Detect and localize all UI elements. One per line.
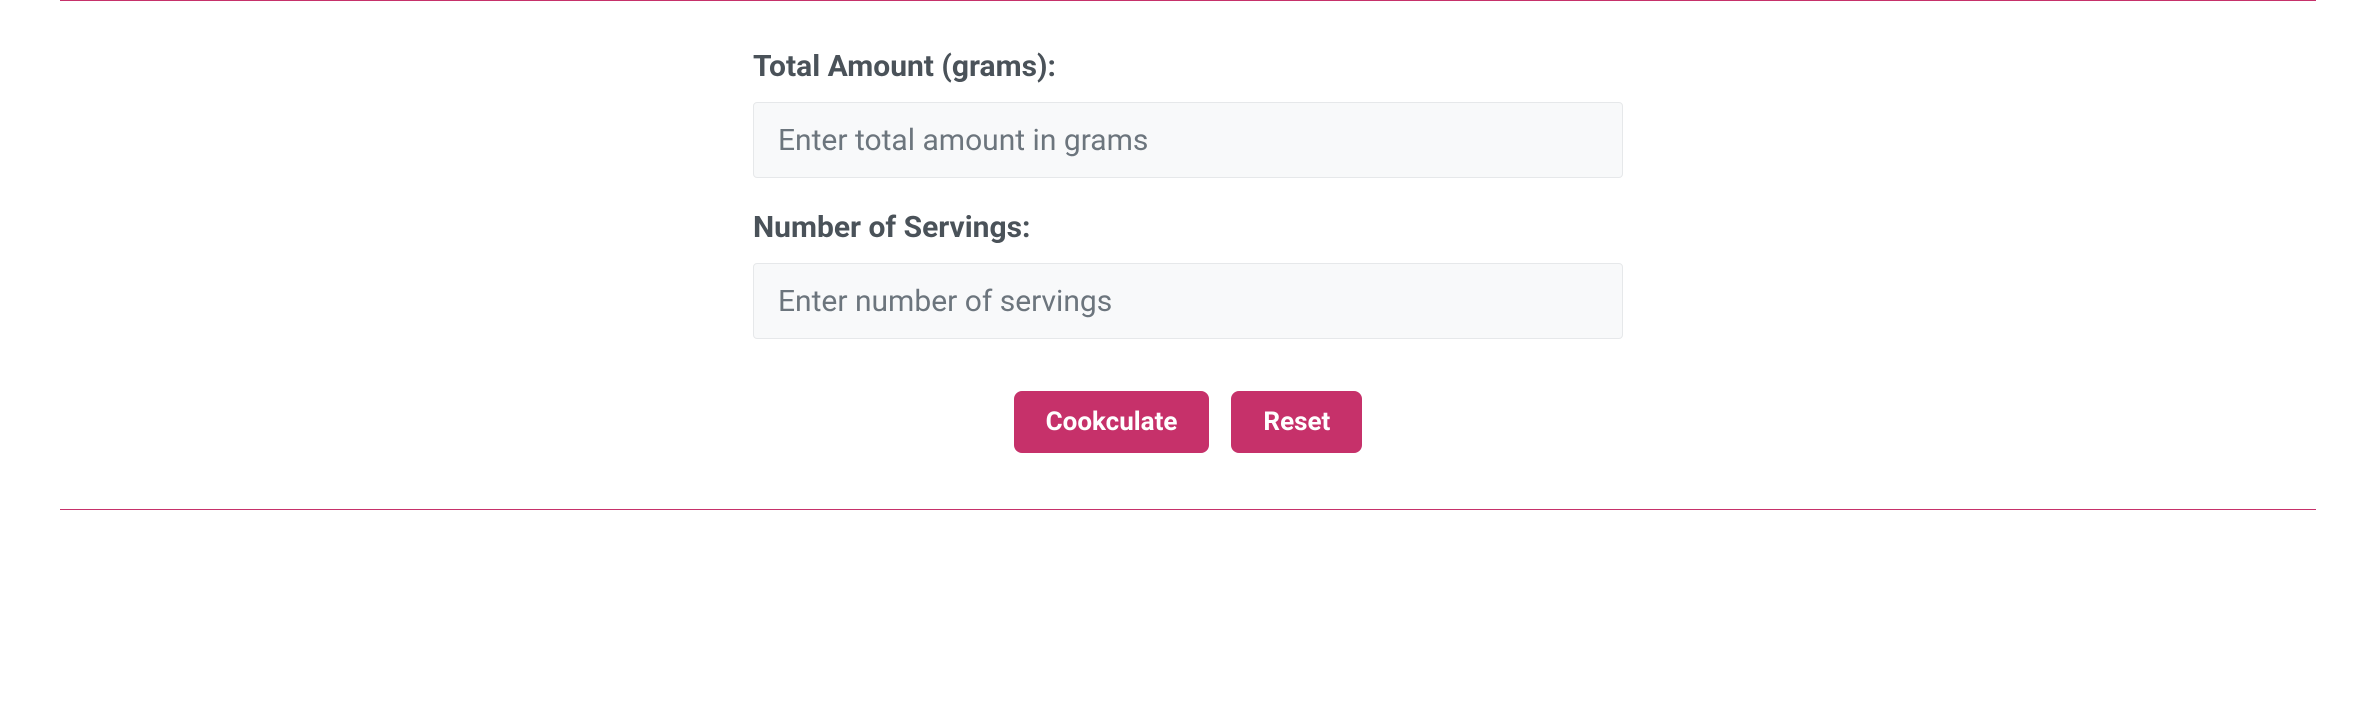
servings-label: Number of Servings: xyxy=(753,210,1623,245)
form-wrap: Total Amount (grams): Number of Servings… xyxy=(753,1,1623,509)
total-amount-input[interactable] xyxy=(753,102,1623,178)
divider-bottom xyxy=(60,509,2316,510)
form-group-servings: Number of Servings: xyxy=(753,210,1623,339)
form-container: Total Amount (grams): Number of Servings… xyxy=(0,0,2376,510)
calculate-button[interactable]: Cookculate xyxy=(1014,391,1210,453)
button-row: Cookculate Reset xyxy=(753,391,1623,453)
reset-button[interactable]: Reset xyxy=(1231,391,1362,453)
form-group-total-amount: Total Amount (grams): xyxy=(753,49,1623,178)
total-amount-label: Total Amount (grams): xyxy=(753,49,1623,84)
servings-input[interactable] xyxy=(753,263,1623,339)
